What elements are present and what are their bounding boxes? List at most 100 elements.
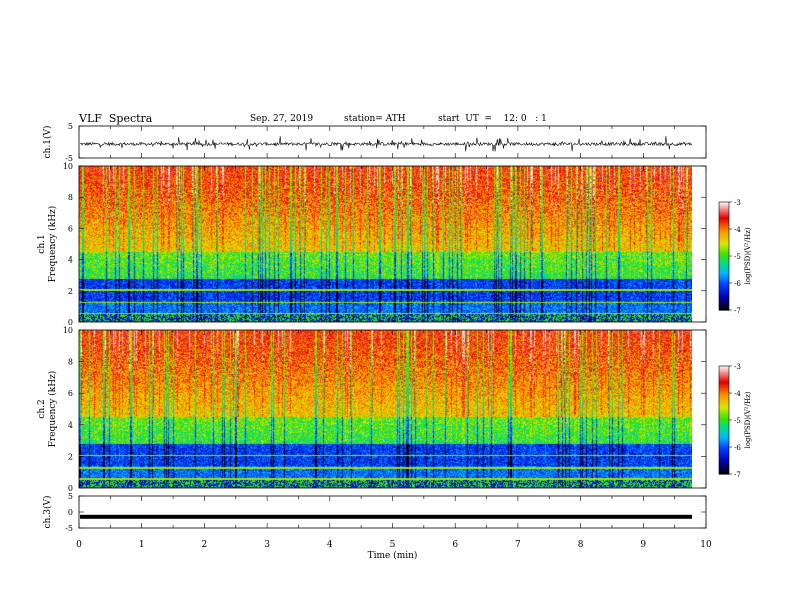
colorbar-segment [719, 452, 729, 455]
colorbar-label: log(PSD)(V²/Hz) [744, 227, 752, 284]
colorbar-segment [719, 278, 729, 281]
y-tick-label: -5 [65, 524, 73, 533]
colorbar-segment [719, 226, 729, 229]
colorbar-segment [719, 245, 729, 248]
colorbar-segment [719, 376, 729, 379]
colorbar-segment [719, 428, 729, 431]
y-tick-label: 0 [68, 508, 73, 517]
colorbar-segment [719, 471, 729, 474]
colorbar-segment [719, 430, 729, 433]
colorbar-segment [719, 203, 729, 206]
start-time-label: start UT = 12: 0 : 1 [438, 114, 547, 124]
y-tick-label: 2 [68, 287, 73, 296]
colorbar-tick-label: -3 [734, 199, 741, 207]
y-tick-label: 0 [68, 484, 73, 493]
colorbar-segment [719, 447, 729, 449]
colorbar-segment [719, 242, 729, 245]
x-tick-label: 8 [578, 540, 584, 550]
colorbar-segment [719, 258, 729, 261]
colorbar-segment [719, 445, 729, 448]
ch1-spectrogram-panel: 0 2 4 6 8 10 ch.1 Frequency (kHz) [37, 162, 707, 327]
colorbar-segment [719, 269, 729, 272]
colorbar-segment [719, 234, 729, 237]
colorbar-segment [719, 397, 729, 399]
colorbar-segment [719, 437, 729, 440]
colorbar-segment [719, 395, 729, 398]
colorbar-segment [719, 239, 729, 242]
colorbar-segment [719, 372, 729, 375]
spectrogram-image [79, 166, 692, 322]
colorbar-segment [719, 208, 729, 211]
ch2-colorbar: -3 -4 -5 -6 -7 log(PSD)(V²/Hz) [718, 363, 752, 479]
colorbar-segment [719, 424, 729, 426]
colorbar-segment [719, 401, 729, 404]
colorbar-segment [719, 257, 729, 260]
y-tick-label: 8 [68, 193, 73, 202]
x-tick-label: 1 [139, 540, 145, 550]
colorbar-segment [719, 238, 729, 241]
x-tick-label: 3 [264, 540, 270, 550]
x-tick-label: 10 [700, 540, 712, 550]
colorbar-segment [719, 246, 729, 249]
colorbar-segment [719, 436, 729, 439]
colorbar-segment [719, 262, 729, 265]
y-tick-label: 5 [68, 122, 73, 131]
colorbar-segment [719, 219, 729, 222]
colorbar-segment [719, 268, 729, 271]
colorbar-segment [719, 438, 729, 441]
colorbar-segment [719, 266, 729, 269]
colorbar-segment [719, 457, 729, 460]
x-tick-label: 7 [515, 540, 521, 550]
colorbar-segment [719, 215, 729, 218]
y-tick-label: 6 [68, 224, 73, 233]
colorbar-segment [719, 207, 729, 210]
colorbar-segment [719, 386, 729, 389]
colorbar-segment [719, 256, 729, 258]
colorbar-segment [719, 223, 729, 226]
colorbar-segment [719, 272, 729, 275]
y-tick-label: 4 [68, 256, 73, 265]
y-tick-label: 5 [68, 492, 73, 501]
colorbar-tick-label: -6 [734, 444, 741, 452]
colorbar-segment [719, 254, 729, 257]
colorbar-segment [719, 383, 729, 386]
colorbar-segment [719, 301, 729, 304]
colorbar-segment [719, 403, 729, 406]
frequency-y-label: Frequency (kHz) [47, 206, 58, 283]
colorbar-segment [719, 202, 729, 204]
colorbar-segment [719, 281, 729, 284]
colorbar-label: log(PSD)(V²/Hz) [744, 391, 752, 448]
ch1-waveform-panel: 5 -5 ch.1(V) [42, 122, 707, 163]
x-tick-label: 6 [452, 540, 458, 550]
colorbar-segment [719, 264, 729, 267]
colorbar-segment [719, 283, 729, 285]
colorbar-segment [719, 285, 729, 288]
colorbar-segment [719, 378, 729, 381]
colorbar-segment [719, 433, 729, 436]
y-tick-label: 0 [68, 318, 73, 327]
colorbar-segment [719, 461, 729, 464]
colorbar-segment [719, 229, 729, 231]
colorbar-segment [719, 415, 729, 418]
colorbar-segment [719, 448, 729, 451]
colorbar-tick-label: -4 [734, 226, 741, 234]
colorbar-tick-label: -6 [734, 280, 741, 288]
spectrogram-image [79, 330, 692, 488]
colorbar-segment [719, 413, 729, 416]
colorbar-segment [719, 460, 729, 463]
colorbar-segment [719, 370, 729, 372]
colorbar-segment [719, 243, 729, 246]
ch1-y-label: ch.1(V) [42, 126, 53, 159]
colorbar-segment [719, 455, 729, 458]
colorbar-segment [719, 432, 729, 435]
colorbar-segment [719, 304, 729, 307]
colorbar-segment [719, 410, 729, 413]
colorbar-segment [719, 235, 729, 238]
colorbar-segment [719, 451, 729, 453]
x-axis-label: Time (min) [368, 550, 418, 561]
colorbar-segment [719, 468, 729, 471]
colorbar-segment [719, 426, 729, 429]
colorbar-segment [719, 218, 729, 221]
colorbar-segment [719, 214, 729, 217]
